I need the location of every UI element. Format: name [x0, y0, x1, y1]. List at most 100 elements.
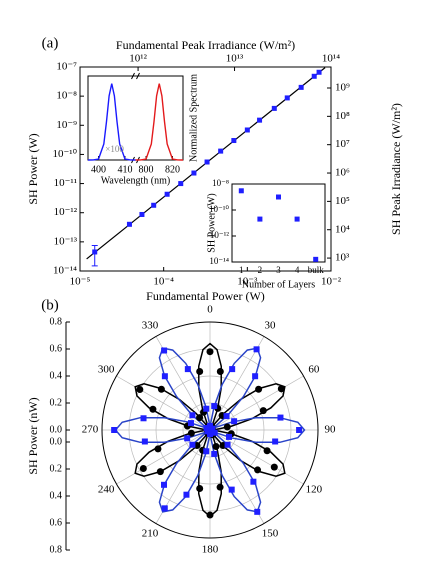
- marker: [211, 450, 218, 457]
- marker: [255, 385, 263, 393]
- x-tick-label: 10⁻²: [321, 276, 342, 288]
- angle-label: 30: [265, 320, 277, 332]
- x-axis-label: Fundamental Power (W): [146, 289, 265, 303]
- marker: [141, 438, 148, 445]
- marker: [203, 448, 210, 455]
- marker: [257, 117, 263, 123]
- y-tick-label: 10⁻⁷: [56, 61, 77, 73]
- marker: [187, 420, 194, 427]
- marker: [203, 405, 210, 412]
- r-tick-label: 0.0: [50, 424, 63, 435]
- angle-label: 120: [306, 484, 323, 496]
- marker: [139, 211, 145, 217]
- y-tick-label: 10⁻¹¹: [54, 177, 77, 189]
- marker: [226, 433, 233, 440]
- marker: [244, 127, 250, 133]
- marker: [223, 413, 230, 420]
- x2-tick-label: 10¹²: [129, 53, 147, 65]
- y-tick-label: 10⁻¹⁰: [52, 148, 77, 160]
- outer-ring: [101, 321, 319, 539]
- y2-tick-label: 10⁶: [335, 167, 350, 179]
- x-tick-label: 10⁻³: [237, 276, 258, 288]
- marker: [187, 429, 195, 437]
- marker: [277, 414, 284, 421]
- marker: [139, 464, 147, 472]
- y-tick-label: 10⁻¹⁴: [209, 256, 229, 266]
- x-tick-label: bulk: [308, 265, 325, 275]
- marker: [218, 148, 224, 154]
- marker: [229, 366, 236, 373]
- marker: [161, 481, 168, 488]
- angle-label: 210: [142, 527, 159, 539]
- angle-label: 60: [308, 364, 320, 376]
- marker: [206, 348, 214, 356]
- marker: [271, 105, 277, 111]
- marker: [228, 486, 235, 493]
- marker: [257, 216, 263, 222]
- marker: [189, 441, 196, 448]
- marker: [161, 347, 168, 354]
- x-tick-label: 410: [117, 164, 132, 175]
- marker: [184, 366, 191, 373]
- marker: [231, 138, 237, 144]
- marker: [263, 447, 271, 455]
- y-tick-label: 10⁻⁹: [56, 119, 77, 131]
- y-tick-label: 10⁻¹⁰: [209, 204, 229, 214]
- r-tick-label: 0.4: [50, 490, 63, 501]
- r-tick-label: 0.4: [50, 370, 63, 381]
- y-axis-label: SH Power (nW): [26, 397, 40, 474]
- marker: [184, 435, 191, 442]
- r-tick-label: 0.2: [50, 463, 63, 474]
- marker: [250, 478, 257, 485]
- marker: [206, 511, 214, 519]
- marker: [136, 386, 144, 393]
- marker: [296, 427, 303, 433]
- x-tick-label: 3: [276, 265, 281, 275]
- x-tick-label: 820: [165, 164, 180, 175]
- marker: [151, 202, 157, 208]
- angle-label: 240: [98, 484, 115, 496]
- y-axis-label: SH Power (W): [206, 193, 217, 252]
- marker: [311, 73, 317, 79]
- x-tick-label: 4: [295, 265, 300, 275]
- y2-axis-label: SH Peak Irradiance (W/m²): [389, 103, 403, 235]
- marker: [284, 95, 290, 101]
- y-axis-label: Normalized Spectrum: [188, 74, 199, 162]
- marker: [164, 191, 170, 197]
- marker: [223, 423, 231, 431]
- x-axis-label: Number of Layers: [242, 279, 315, 290]
- r-tick-label: 0.6: [50, 517, 63, 528]
- marker: [216, 483, 224, 491]
- x-tick-label: 1: [239, 265, 244, 275]
- y-tick-label: 10⁻¹²: [54, 206, 78, 218]
- y2-tick-label: 10⁵: [335, 195, 350, 207]
- y-tick-label: 10⁻¹³: [54, 235, 78, 247]
- x2-tick-label: 10¹³: [226, 53, 244, 65]
- x-tick-label: 10⁻⁵: [70, 276, 91, 288]
- radial-grid-circle: [182, 402, 238, 458]
- r-tick-label: 0.6: [50, 343, 63, 354]
- x-axis-label: Wavelength (nm): [101, 175, 170, 186]
- marker: [259, 407, 267, 415]
- marker: [191, 170, 197, 176]
- marker: [211, 403, 218, 410]
- marker: [161, 505, 168, 512]
- angle-label: 150: [262, 527, 279, 539]
- angle-label: 180: [202, 544, 219, 556]
- y-axis-label: SH Power (W): [26, 133, 40, 204]
- marker: [204, 428, 211, 435]
- y-tick-label: 10⁻¹⁴: [53, 265, 77, 277]
- marker: [211, 429, 218, 436]
- r-tick-label: 0.8: [50, 544, 63, 555]
- angle-label: 90: [325, 424, 337, 436]
- angle-label: 0: [207, 304, 213, 316]
- r-tick-label: 0.2: [50, 397, 63, 408]
- marker: [294, 216, 300, 222]
- marker: [276, 194, 281, 200]
- spectrum-line: [135, 83, 184, 161]
- marker: [196, 368, 204, 376]
- x-tick-label: 400: [91, 164, 106, 175]
- marker: [203, 424, 210, 431]
